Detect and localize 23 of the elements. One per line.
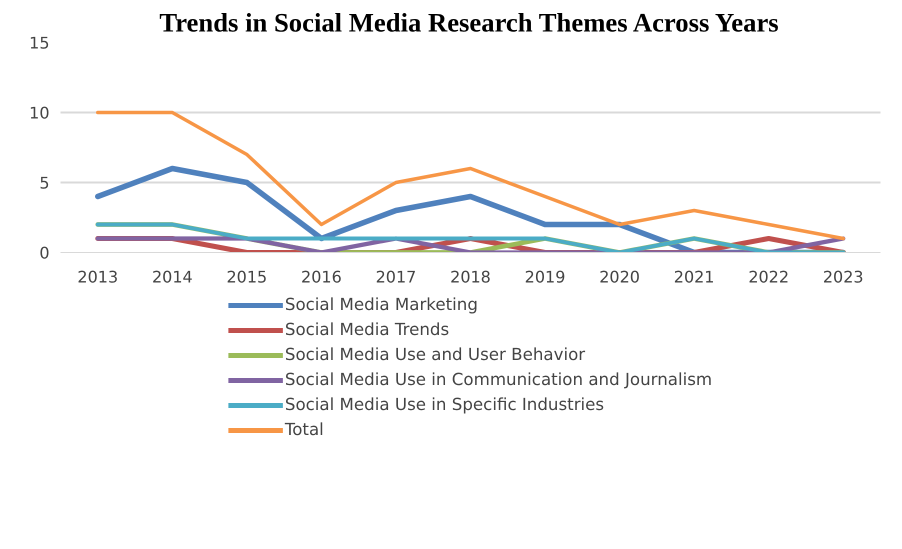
x-tick-label: 2016: [301, 268, 342, 286]
x-tick-label: 2017: [376, 268, 416, 286]
x-tick-label: 2015: [226, 268, 268, 286]
legend-label: Social Media Marketing: [284, 295, 478, 314]
line-series: [96, 110, 845, 240]
x-tick-label: 2019: [524, 268, 566, 286]
x-tick-label: 2023: [822, 268, 864, 286]
x-tick-label: 2013: [77, 268, 118, 286]
y-tick-label: 0: [39, 244, 50, 262]
legend-label: Social Media Trends: [284, 320, 450, 339]
y-tick-label: 10: [29, 104, 50, 122]
x-tick-label: 2021: [674, 268, 714, 286]
y-tick-label: 5: [39, 174, 50, 192]
legend-label: Social Media Use in Communication and Journalism: [284, 370, 712, 389]
legend-label: Total: [284, 420, 324, 439]
chart-title: Trends in Social Media Research Themes Across Years: [159, 8, 779, 38]
x-tick-label: 2018: [450, 268, 491, 286]
legend-label: Social Media Use and User Behavior: [284, 345, 586, 364]
legend-label: Social Media Use in Specific Industries: [284, 395, 604, 414]
y-tick-label: 15: [29, 34, 50, 52]
x-tick-label: 2020: [599, 268, 640, 286]
x-tick-label: 2022: [748, 268, 790, 286]
x-tick-label: 2014: [152, 268, 193, 286]
